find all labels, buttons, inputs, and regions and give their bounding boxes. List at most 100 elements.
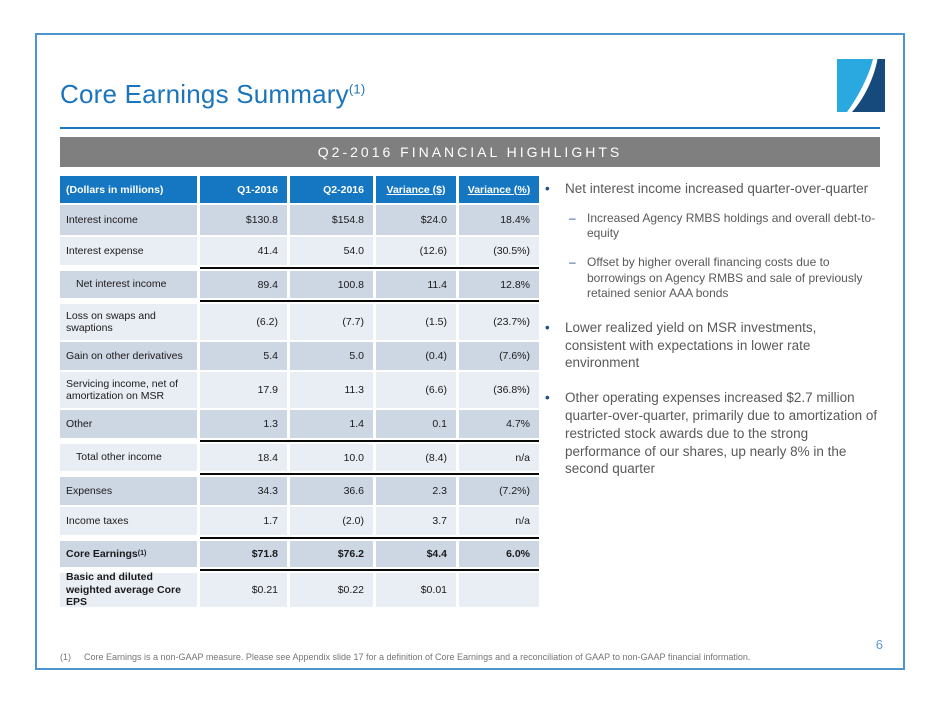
footnote-marker: (1) — [60, 652, 71, 662]
bullet-text: Net interest income increased quarter-ov… — [565, 181, 869, 196]
dash-bullet-icon: – — [569, 210, 576, 225]
cell-value: $0.21 — [200, 573, 287, 607]
cell-value: (12.6) — [376, 237, 456, 265]
row-label: Basic and diluted weighted average Core … — [60, 571, 197, 608]
cell-value: 41.4 — [200, 237, 287, 265]
column-header: Variance (%) — [459, 176, 539, 203]
cell-value: $4.4 — [376, 541, 456, 567]
cell-value: n/a — [459, 507, 539, 535]
sub-bullet-line: – Increased Agency RMBS holdings and over… — [569, 211, 879, 242]
page-title-text: Core Earnings Summary — [60, 79, 349, 109]
cell-value: $0.01 — [376, 573, 456, 607]
cell-value: 6.0% — [459, 541, 539, 567]
cell-value: (0.4) — [376, 342, 456, 370]
section-banner: Q2-2016 FINANCIAL HIGHLIGHTS — [60, 137, 880, 167]
cell-value: 18.4 — [200, 444, 287, 471]
cell-value: (8.4) — [376, 444, 456, 471]
row-label: Total other income — [60, 444, 197, 471]
column-header: Variance ($) — [376, 176, 456, 203]
cell-value: $0.22 — [290, 573, 373, 607]
column-header: Q2-2016 — [290, 176, 373, 203]
two-harbors-logo-icon — [837, 59, 885, 112]
row-label: Interest income — [60, 205, 197, 235]
row-label: Gain on other derivatives — [60, 342, 197, 370]
title-footnote-marker: (1) — [348, 81, 366, 97]
cell-value: (7.2%) — [459, 477, 539, 505]
cell-value: (7.6%) — [459, 342, 539, 370]
bullet-text: Other operating expenses increased $2.7 … — [565, 390, 878, 477]
cell-value: (2.0) — [290, 507, 373, 535]
cell-value: 17.9 — [200, 372, 287, 408]
cell-value: 18.4% — [459, 205, 539, 235]
bullet-icon: • — [545, 319, 550, 335]
subtotal-rule — [200, 473, 539, 475]
row-label: Interest expense — [60, 237, 197, 265]
cell-value: 1.4 — [290, 410, 373, 438]
cell-value: $24.0 — [376, 205, 456, 235]
cell-value: 4.7% — [459, 410, 539, 438]
bullet-icon: • — [545, 390, 550, 406]
cell-value: (36.8%) — [459, 372, 539, 408]
column-header: Q1-2016 — [200, 176, 287, 203]
bullet-line: • Net interest income increased quarter-o… — [545, 180, 879, 198]
cell-value: 2.3 — [376, 477, 456, 505]
row-label: Income taxes — [60, 507, 197, 535]
cell-value: $71.8 — [200, 541, 287, 567]
cell-value: (6.2) — [200, 304, 287, 340]
cell-value: 12.8% — [459, 271, 539, 298]
row-label: Net interest income — [60, 271, 197, 298]
cell-value: 1.3 — [200, 410, 287, 438]
bullet-icon: • — [545, 181, 550, 196]
footnote-text: Core Earnings is a non-GAAP measure. Ple… — [84, 652, 751, 662]
cell-value: n/a — [459, 444, 539, 471]
cell-value: 5.4 — [200, 342, 287, 370]
slide-border: Core Earnings Summary(1) Q2-2016 FINANCI… — [35, 33, 905, 670]
cell-value: $76.2 — [290, 541, 373, 567]
sub-bullet-text: Offset by higher overall financing costs… — [587, 255, 863, 301]
cell-value: (7.7) — [290, 304, 373, 340]
cell-value: (6.6) — [376, 372, 456, 408]
cell-value: $130.8 — [200, 205, 287, 235]
subtotal-rule — [200, 300, 539, 302]
subtotal-rule — [200, 440, 539, 442]
row-label: Loss on swaps and swaptions — [60, 304, 197, 340]
cell-value: 0.1 — [376, 410, 456, 438]
cell-value: 54.0 — [290, 237, 373, 265]
row-label: Other — [60, 410, 197, 438]
subtotal-rule — [200, 569, 539, 571]
cell-value: (23.7%) — [459, 304, 539, 340]
sub-bullet-text: Increased Agency RMBS holdings and overa… — [587, 210, 876, 241]
cell-value — [459, 573, 539, 607]
cell-value: 89.4 — [200, 271, 287, 298]
row-label: Servicing income, net of amortization on… — [60, 372, 197, 408]
cell-value: 11.3 — [290, 372, 373, 408]
cell-value: (1.5) — [376, 304, 456, 340]
page-title: Core Earnings Summary(1) — [60, 79, 365, 110]
subtotal-rule — [200, 267, 539, 269]
cell-value: 100.8 — [290, 271, 373, 298]
bullet-line: • Lower realized yield on MSR investments… — [545, 319, 879, 372]
cell-value: $154.8 — [290, 205, 373, 235]
cell-value: 11.4 — [376, 271, 456, 298]
financial-table: (Dollars in millions) Q1-2016 Q2-2016 Varia… — [60, 176, 539, 608]
cell-value: (30.5%) — [459, 237, 539, 265]
highlight-item: • Other operating expenses increased $2.7… — [545, 389, 879, 478]
row-label: Core Earnings (1) — [60, 541, 197, 567]
section-banner-label: Q2-2016 FINANCIAL HIGHLIGHTS — [317, 144, 623, 160]
sub-bullet-line: – Offset by higher overall financing cost… — [569, 255, 879, 302]
page-number: 6 — [875, 637, 883, 652]
footnote: (1) Core Earnings is a non-GAAP measure.… — [60, 652, 870, 662]
column-header: (Dollars in millions) — [60, 176, 197, 203]
cell-value: 1.7 — [200, 507, 287, 535]
highlight-item: • Lower realized yield on MSR investments… — [545, 319, 879, 372]
highlights-list: • Net interest income increased quarter-o… — [545, 180, 879, 495]
cell-value: 36.6 — [290, 477, 373, 505]
cell-value: 5.0 — [290, 342, 373, 370]
row-label: Expenses — [60, 477, 197, 505]
dash-bullet-icon: – — [569, 255, 576, 269]
highlight-item: • Net interest income increased quarter-o… — [545, 180, 879, 302]
bullet-line: • Other operating expenses increased $2.7… — [545, 389, 879, 478]
title-divider — [60, 127, 880, 129]
company-logo — [837, 59, 885, 112]
subtotal-rule — [200, 537, 539, 539]
